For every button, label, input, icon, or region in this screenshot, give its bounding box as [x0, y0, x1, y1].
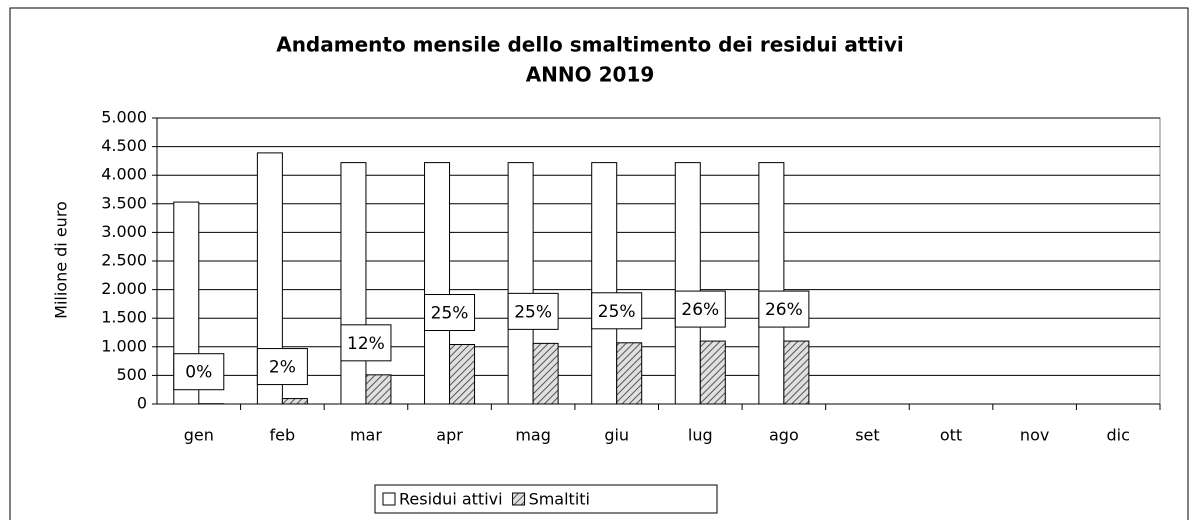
annotation: 2%	[269, 358, 296, 378]
x-tick-label: mag	[515, 426, 551, 445]
annotation: 26%	[765, 300, 803, 320]
annotation: 12%	[347, 334, 385, 354]
y-tick-label: 500	[116, 365, 147, 384]
annotation-box	[507, 292, 559, 330]
x-tick-label: mar	[350, 426, 382, 445]
annotation: 25%	[431, 304, 469, 324]
x-tick-label: set	[855, 426, 879, 445]
legend-swatch	[382, 492, 396, 506]
x-tick-label: ott	[940, 426, 962, 445]
annotation-box	[424, 294, 476, 332]
chart-subtitle: ANNO 2019	[526, 63, 655, 87]
y-tick-label: 1.500	[101, 308, 147, 327]
x-tick-label: gen	[184, 426, 214, 445]
annotation: 0%	[185, 363, 212, 383]
annotation: 25%	[514, 302, 552, 322]
bar	[758, 162, 785, 405]
x-tick-label: feb	[270, 426, 296, 445]
y-tick-label: 5.000	[101, 108, 147, 127]
annotation: 25%	[598, 302, 636, 322]
annotation-box	[173, 353, 225, 391]
bar	[674, 162, 701, 405]
legend-box	[374, 484, 718, 514]
y-tick-label: 3.000	[101, 222, 147, 241]
x-tick-label: nov	[1020, 426, 1049, 445]
bar	[591, 162, 618, 405]
y-tick-label: 2.500	[101, 251, 147, 270]
y-tick-label: 1.000	[101, 336, 147, 355]
bar	[281, 398, 308, 405]
bar	[507, 162, 534, 405]
y-axis-label: Milione di euro	[52, 201, 71, 319]
y-tick-label: 0	[137, 394, 147, 413]
x-tick-label: lug	[688, 426, 713, 445]
bar	[783, 340, 810, 405]
annotation-box	[674, 290, 726, 328]
chart-title: Andamento mensile dello smaltimento dei …	[276, 33, 904, 57]
legend-label: Residui attivi	[399, 490, 503, 509]
bar	[424, 162, 451, 405]
annotation-box	[758, 290, 810, 328]
x-tick-label: ago	[769, 426, 799, 445]
bar	[699, 340, 726, 405]
x-tick-label: apr	[436, 426, 463, 445]
bar	[340, 162, 367, 405]
x-tick-label: dic	[1107, 426, 1130, 445]
annotation-box	[256, 348, 308, 386]
annotation: 26%	[681, 300, 719, 320]
legend-swatch	[512, 492, 526, 506]
annotation-box	[591, 292, 643, 330]
y-tick-label: 3.500	[101, 193, 147, 212]
bar	[616, 342, 643, 405]
bar	[532, 342, 559, 405]
legend-label: Smaltiti	[529, 490, 590, 509]
x-tick-label: giu	[604, 426, 629, 445]
annotation-box	[340, 324, 392, 362]
y-tick-label: 4.000	[101, 165, 147, 184]
y-tick-label: 4.500	[101, 136, 147, 155]
bar	[449, 344, 476, 405]
bar	[365, 374, 392, 405]
y-tick-label: 2.000	[101, 279, 147, 298]
